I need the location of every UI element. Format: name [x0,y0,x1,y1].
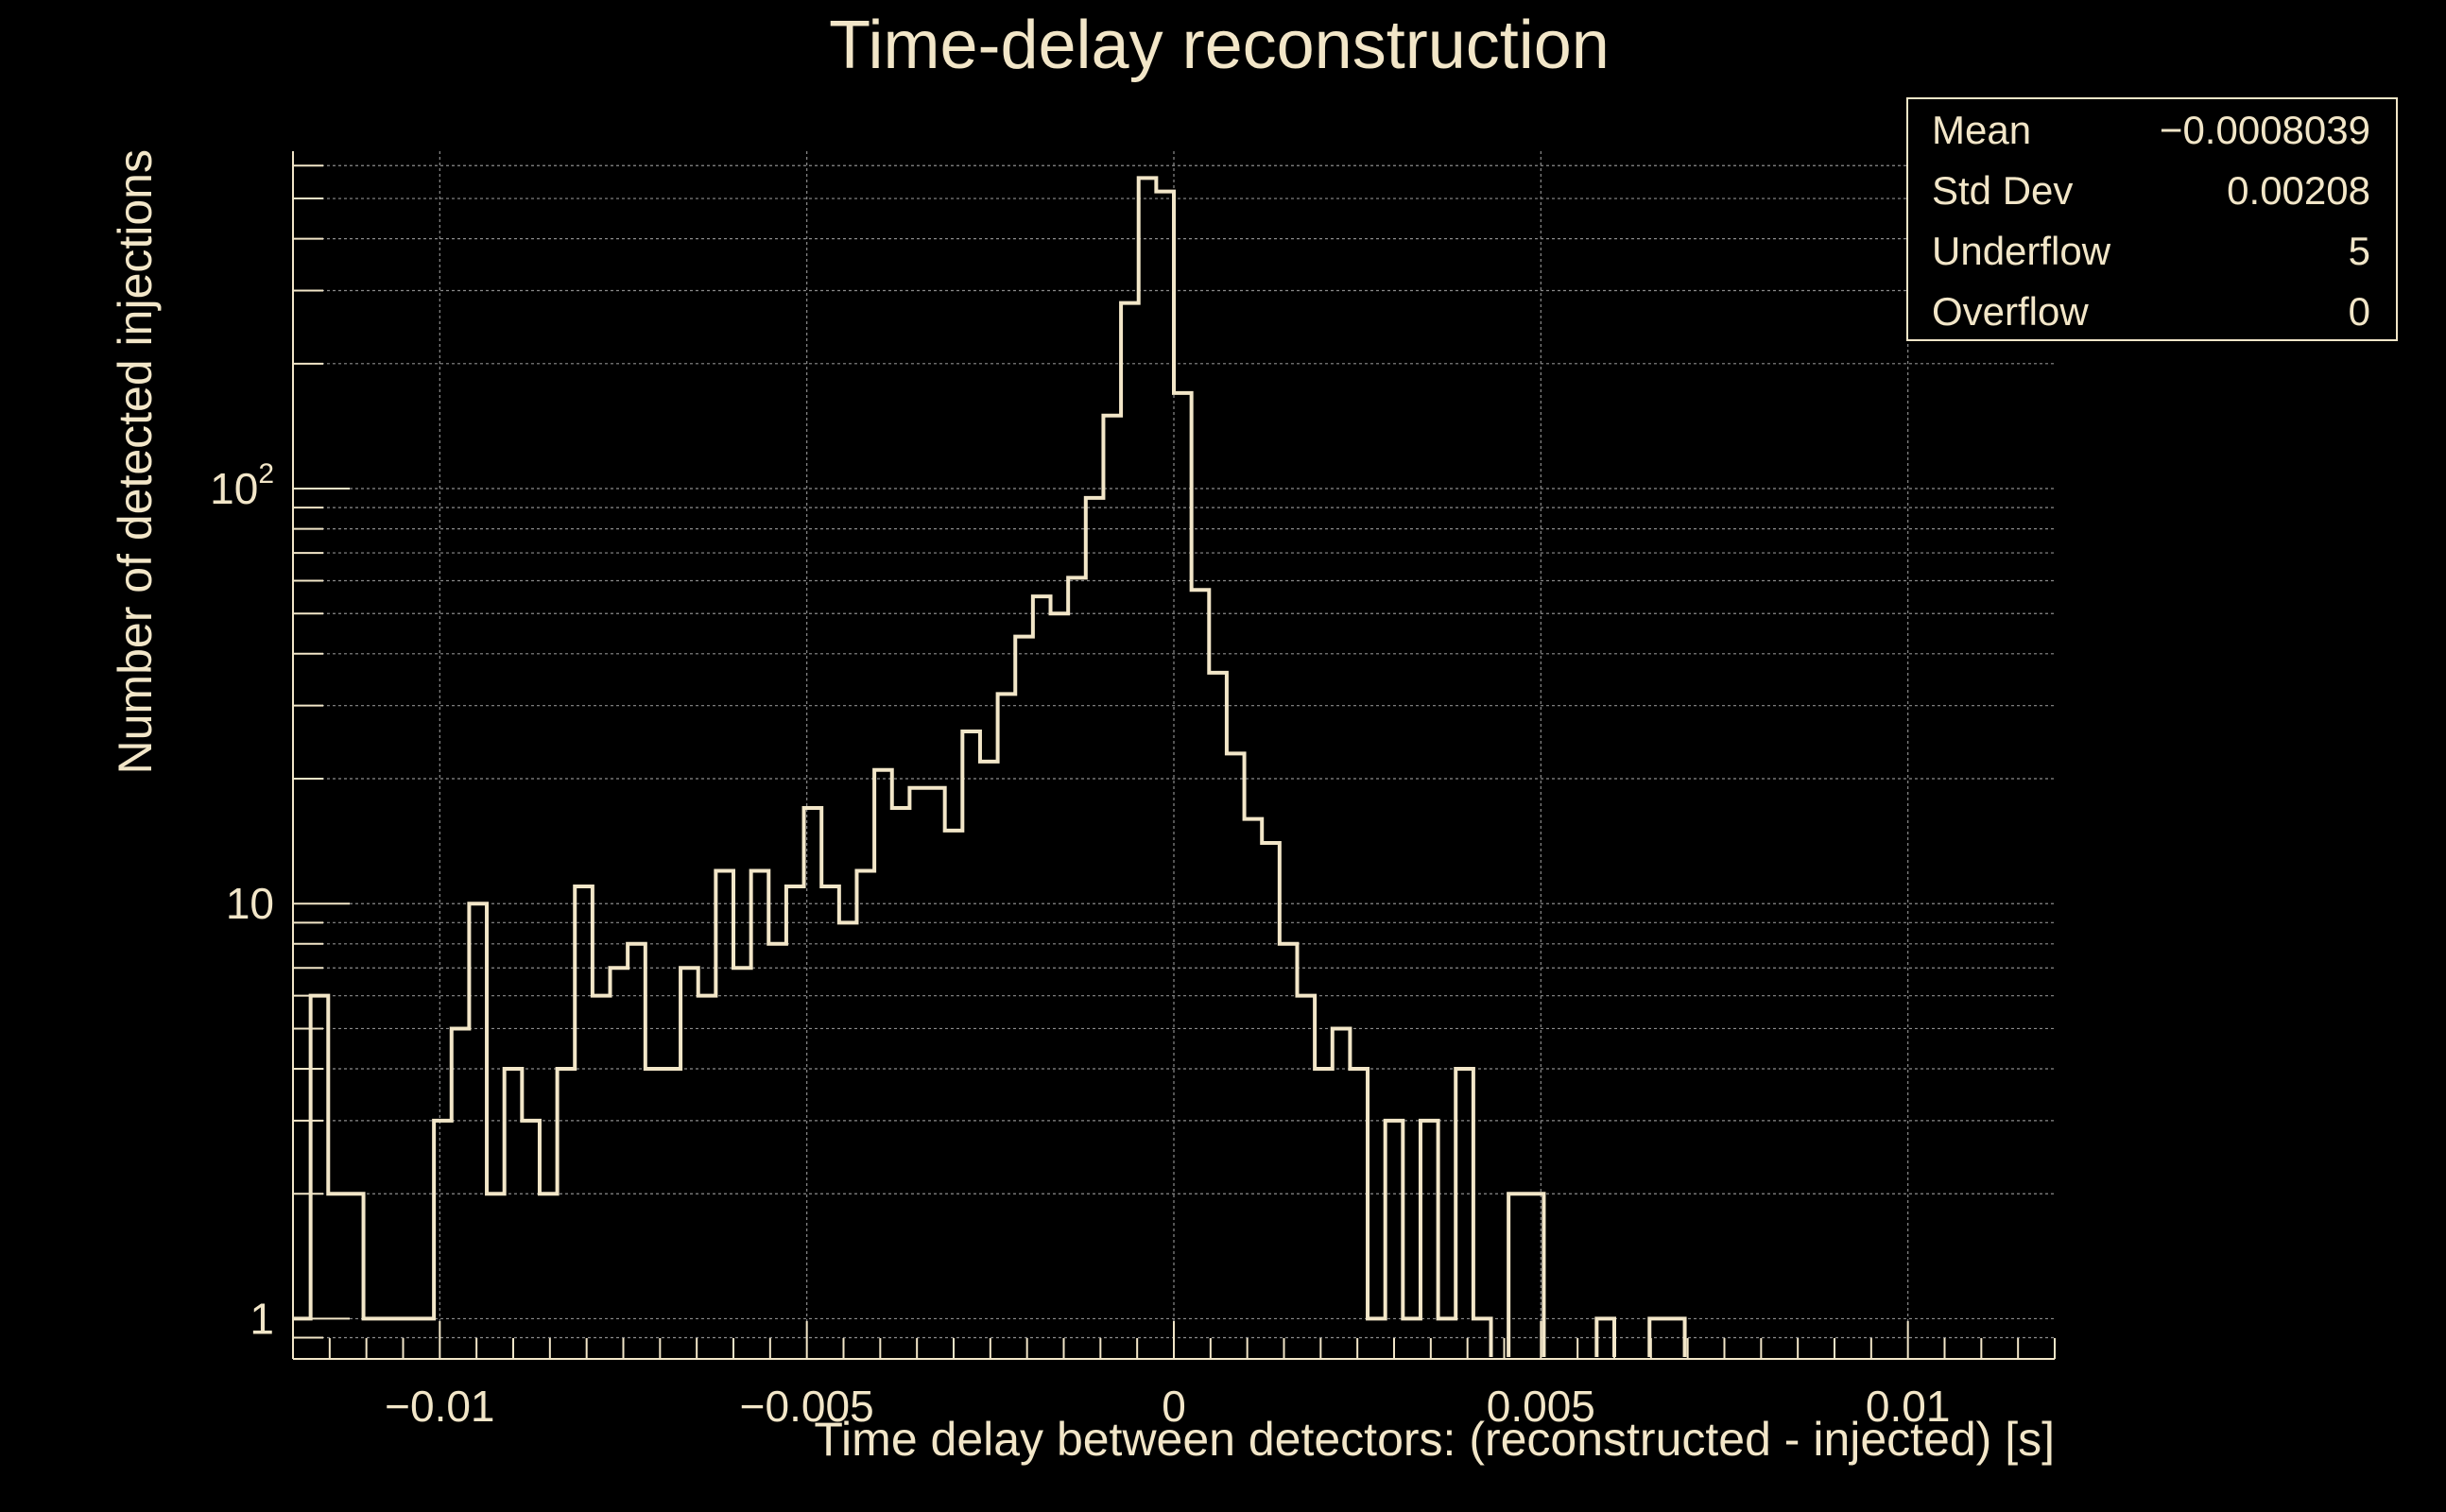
stats-box: Mean −0.0008039 Std Dev 0.00208 Underflow 5 Ov… [1906,97,2398,341]
stats-label: Std Dev [1932,168,2073,213]
stats-value: 0 [2349,289,2370,334]
y-tick-label: 10 [226,879,274,928]
histogram-series-line [293,176,1687,1357]
x-tick-label: 0 [1162,1382,1186,1431]
stats-value: −0.0008039 [2160,108,2370,152]
x-tick-label: 0.005 [1487,1382,1595,1431]
x-axis-label: Time delay between detectors: (reconstru… [814,1413,2055,1466]
stats-box-frame [1906,97,2398,341]
y-axis-label: Number of detected injections [109,149,162,774]
stats-rows: Mean −0.0008039 Std Dev 0.00208 Underflow 5 Ov… [1932,108,2370,334]
x-tick-label: −0.01 [385,1382,494,1431]
stats-label: Mean [1932,108,2031,152]
x-tick-label: −0.005 [740,1382,874,1431]
stats-label: Underflow [1932,229,2111,273]
stats-value: 0.00208 [2227,168,2370,213]
tick-labels: −0.01 −0.005 0 0.005 0.01 1 10 102 [210,458,1950,1431]
y-tick-label: 102 [210,458,274,513]
stats-value: 5 [2349,229,2370,273]
x-tick-label: 0.01 [1866,1382,1951,1431]
stats-label: Overflow [1932,289,2089,334]
plot-frame [292,151,2055,1360]
y-tick-label: 1 [250,1294,274,1343]
chart-title: Time-delay reconstruction [829,8,1610,83]
